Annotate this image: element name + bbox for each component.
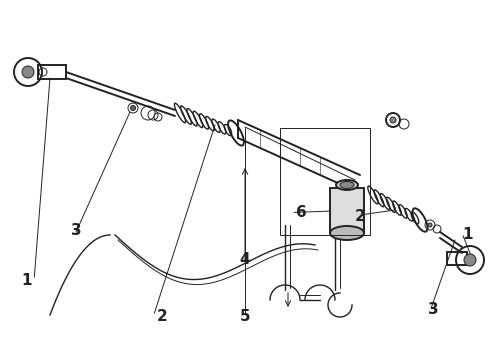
Text: 3: 3 bbox=[428, 302, 439, 317]
Text: 6: 6 bbox=[296, 205, 307, 220]
Circle shape bbox=[22, 66, 34, 78]
Text: 1: 1 bbox=[463, 226, 473, 242]
Circle shape bbox=[464, 254, 476, 266]
Text: 2: 2 bbox=[355, 208, 366, 224]
Text: 1: 1 bbox=[22, 273, 32, 288]
Bar bbox=[280, 128, 370, 235]
Ellipse shape bbox=[340, 181, 354, 189]
Bar bbox=[330, 188, 364, 233]
Circle shape bbox=[390, 117, 396, 123]
Text: 4: 4 bbox=[240, 252, 250, 267]
Text: 2: 2 bbox=[156, 309, 167, 324]
Text: 3: 3 bbox=[71, 223, 81, 238]
Bar bbox=[447, 252, 467, 265]
Text: 5: 5 bbox=[240, 309, 250, 324]
Ellipse shape bbox=[336, 180, 358, 190]
Ellipse shape bbox=[330, 226, 364, 240]
Circle shape bbox=[130, 105, 136, 111]
Circle shape bbox=[428, 223, 432, 227]
Bar bbox=[38, 65, 66, 79]
